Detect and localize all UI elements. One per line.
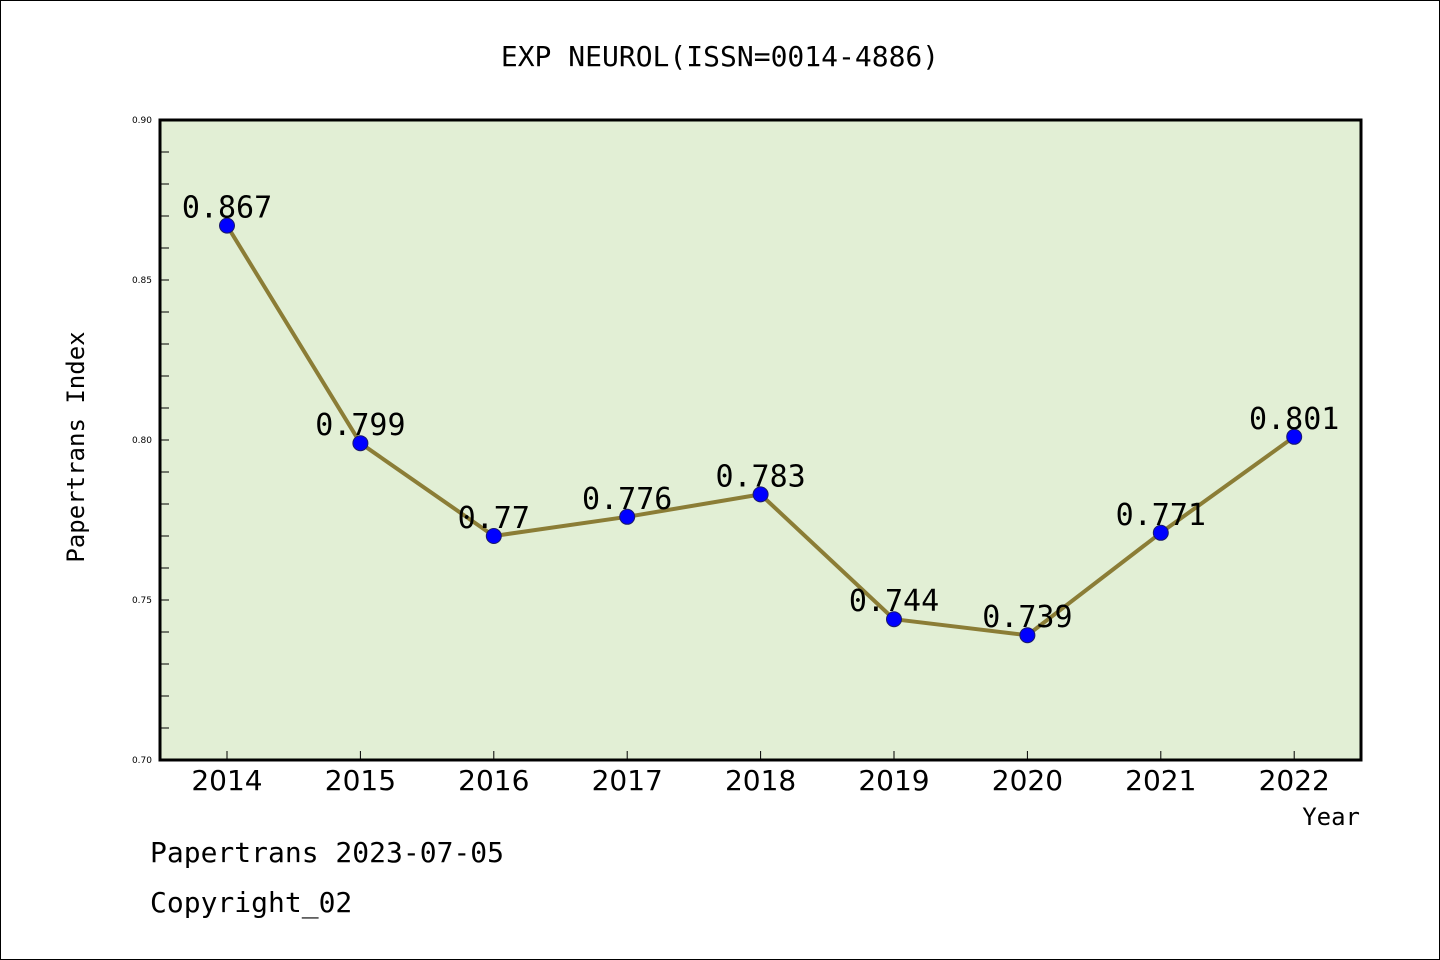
- data-point: [752, 486, 769, 503]
- x-tick-label: 2021: [1125, 764, 1196, 797]
- x-tick-label: 2022: [1259, 764, 1330, 797]
- x-axis-label: Year: [1302, 803, 1360, 831]
- data-label: 0.799: [315, 408, 405, 443]
- data-point: [1019, 627, 1036, 644]
- data-label: 0.801: [1249, 402, 1339, 437]
- y-tick-label: 0.70: [132, 756, 152, 766]
- data-label: 0.867: [182, 191, 272, 226]
- x-tick-label: 2020: [992, 764, 1063, 797]
- series-line: 0.867 0.799 0.77 0.776 0.783 0.744 0.739 0.771 0…: [182, 191, 1339, 644]
- data-label: 0.739: [982, 600, 1072, 635]
- y-tick-label: 0.80: [132, 436, 152, 446]
- data-point: [1286, 428, 1303, 445]
- footer-date-line: Papertrans 2023-07-05: [150, 836, 505, 869]
- y-axis-label: Papertrans Index: [62, 331, 90, 562]
- y-tick-label: 0.90: [132, 116, 152, 126]
- y-tick-label: 0.85: [132, 276, 152, 286]
- y-tick-label: 0.75: [132, 596, 152, 606]
- data-label: 0.77: [458, 501, 530, 536]
- data-point: [485, 528, 502, 544]
- x-tick-label: 2018: [725, 764, 796, 797]
- x-tick-label: 2019: [858, 764, 929, 797]
- data-point: [219, 217, 235, 234]
- data-point: [619, 508, 636, 525]
- data-label: 0.771: [1116, 498, 1206, 533]
- x-tick-label: 2017: [592, 764, 663, 797]
- y-axis: 0.70 0.75 0.80 0.85 0.90: [132, 116, 169, 766]
- x-axis: 2014 2015 2016 2017 2018 2019 2020 2021 2022: [191, 751, 1330, 797]
- x-tick-label: 2015: [325, 764, 396, 797]
- data-point: [1152, 524, 1169, 541]
- data-point: [352, 435, 369, 452]
- data-label: 0.776: [582, 482, 672, 517]
- data-label: 0.744: [849, 584, 939, 619]
- x-tick-label: 2014: [191, 764, 262, 797]
- data-point: [886, 611, 902, 628]
- x-tick-label: 2016: [458, 764, 529, 797]
- footer-copyright-line: Copyright_02: [150, 886, 353, 919]
- data-label: 0.783: [715, 459, 805, 494]
- chart-title: EXP NEUROL(ISSN=0014-4886): [501, 40, 939, 73]
